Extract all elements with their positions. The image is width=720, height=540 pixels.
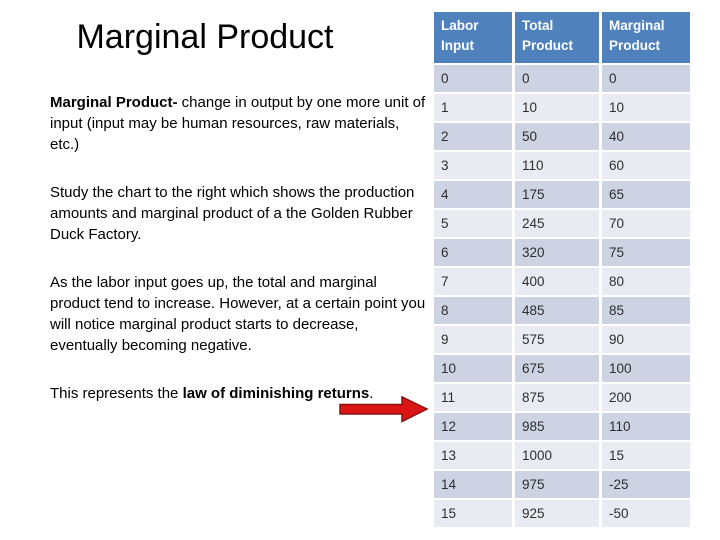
table-cell: 13	[434, 442, 512, 469]
table-cell: 2	[434, 123, 512, 150]
table-cell: 11	[434, 384, 512, 411]
table-cell: 100	[602, 355, 690, 382]
table-cell: 50	[515, 123, 599, 150]
table-cell: 70	[602, 210, 690, 237]
table-cell: 925	[515, 500, 599, 527]
table-cell: 14	[434, 471, 512, 498]
red-arrow-icon	[339, 395, 429, 423]
table-cell: 8	[434, 297, 512, 324]
table-cell: 675	[515, 355, 599, 382]
table-cell: 12	[434, 413, 512, 440]
table-cell: 9	[434, 326, 512, 353]
table-cell: 15	[602, 442, 690, 469]
table-cell: 3	[434, 152, 512, 179]
paragraph-conclusion: This represents the law of diminishing r…	[50, 383, 428, 404]
table-cell: 0	[602, 65, 690, 92]
table-cell: 4	[434, 181, 512, 208]
table-cell: 485	[515, 297, 599, 324]
table-cell: 65	[602, 181, 690, 208]
paragraph-explanation: As the labor input goes up, the total an…	[50, 274, 426, 354]
table-cell: 400	[515, 268, 599, 295]
definition-text: change in output by one more unit of inp…	[50, 94, 426, 153]
table-cell: 575	[515, 326, 599, 353]
table-cell: 245	[515, 210, 599, 237]
conclusion-suffix: .	[369, 385, 374, 402]
table-cell: 5	[434, 210, 512, 237]
table-cell: 1000	[515, 442, 599, 469]
table-cell: 90	[602, 326, 690, 353]
conclusion-bold-term: law of diminishing returns	[182, 385, 370, 402]
table-cell: 875	[515, 384, 599, 411]
table-cell: -50	[602, 500, 690, 527]
table-cell: 75	[602, 239, 690, 266]
page-title: Marginal Product	[76, 18, 334, 56]
table-cell: 10	[434, 355, 512, 382]
table-cell: 6	[434, 239, 512, 266]
conclusion-prefix: This represents the	[50, 385, 183, 402]
paragraph-definition: Marginal Product- change in output by on…	[50, 92, 428, 155]
table-cell: 110	[602, 413, 690, 440]
table-cell: 15	[434, 500, 512, 527]
table-cell: 985	[515, 413, 599, 440]
table-cell: 0	[515, 65, 599, 92]
definition-term: Marginal Product-	[50, 94, 178, 111]
table-cell: 80	[602, 268, 690, 295]
table-cell: 10	[515, 94, 599, 121]
table-cell: 40	[602, 123, 690, 150]
table-cell: 200	[602, 384, 690, 411]
table-cell: 320	[515, 239, 599, 266]
table-cell: 975	[515, 471, 599, 498]
paragraph-study-chart: Study the chart to the right which shows…	[50, 184, 415, 243]
table-cell: 0	[434, 65, 512, 92]
table-cell: 85	[602, 297, 690, 324]
table-cell: 1	[434, 94, 512, 121]
table-cell: -25	[602, 471, 690, 498]
table-cell: 60	[602, 152, 690, 179]
table-cell: 110	[515, 152, 599, 179]
table-cell: 7	[434, 268, 512, 295]
table-cell: 10	[602, 94, 690, 121]
body-text: Marginal Product- change in output by on…	[50, 92, 428, 431]
data-table: Labor Input Total Product Marginal Produ…	[434, 12, 690, 527]
table-header-marginal-product: Marginal Product	[602, 12, 690, 63]
table-header-labor-input: Labor Input	[434, 12, 512, 63]
table-cell: 175	[515, 181, 599, 208]
table-header-total-product: Total Product	[515, 12, 599, 63]
